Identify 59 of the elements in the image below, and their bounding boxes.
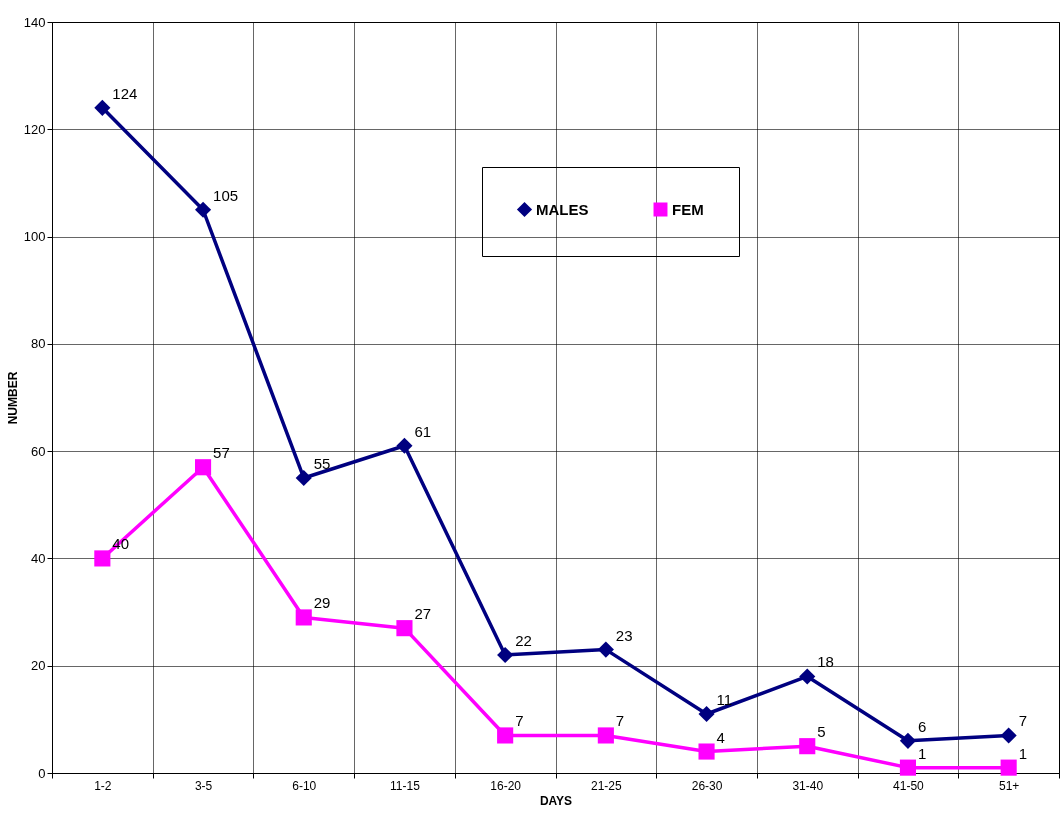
data-label: 61 bbox=[414, 422, 432, 440]
y-tick-label: 120 bbox=[23, 121, 46, 137]
x-tick-label: 3-5 bbox=[194, 778, 213, 793]
data-label: 105 bbox=[213, 186, 239, 204]
data-label: 55 bbox=[313, 454, 331, 472]
y-tick-label: 140 bbox=[23, 14, 46, 30]
point bbox=[597, 727, 614, 744]
point bbox=[295, 609, 312, 626]
data-label: 22 bbox=[515, 631, 532, 649]
point bbox=[899, 732, 917, 749]
point bbox=[597, 641, 614, 658]
data-label: 18 bbox=[817, 653, 834, 671]
y-tick-label: 40 bbox=[31, 550, 46, 566]
point bbox=[698, 743, 715, 760]
y-axis-title: NUMBER bbox=[5, 371, 20, 425]
y-tick-label: 20 bbox=[31, 658, 46, 674]
data-label: 6 bbox=[917, 717, 927, 735]
y-tick-label: 100 bbox=[23, 229, 46, 245]
x-axis-title: DAYS bbox=[539, 793, 573, 808]
data-label: 23 bbox=[615, 626, 633, 644]
data-label: 7 bbox=[515, 712, 524, 730]
point bbox=[1000, 727, 1017, 744]
data-label: 7 bbox=[615, 712, 625, 730]
data-label: 4 bbox=[716, 728, 725, 746]
data-label: 1 bbox=[917, 744, 927, 762]
y-tick-label: 80 bbox=[31, 336, 46, 352]
point bbox=[396, 620, 413, 637]
point bbox=[497, 727, 514, 744]
data-label: 5 bbox=[817, 723, 826, 741]
data-label: 124 bbox=[112, 84, 138, 102]
x-tick-label: 26-30 bbox=[691, 778, 723, 793]
x-tick-label: 1-2 bbox=[94, 778, 112, 793]
x-tick-label: 11-15 bbox=[390, 778, 421, 793]
x-tick-label: 6-10 bbox=[292, 778, 317, 793]
data-label: 27 bbox=[414, 605, 432, 623]
point bbox=[698, 705, 715, 723]
point bbox=[396, 437, 413, 454]
data-label: 29 bbox=[313, 594, 331, 612]
x-tick-label: 16-20 bbox=[490, 778, 522, 793]
data-label: 11 bbox=[716, 690, 733, 708]
legend-label: FEM bbox=[672, 200, 704, 218]
x-tick-label: 31-40 bbox=[792, 778, 824, 793]
point bbox=[1000, 759, 1017, 776]
point bbox=[94, 550, 111, 567]
point bbox=[295, 469, 312, 487]
point bbox=[94, 99, 111, 116]
x-tick-label: 51+ bbox=[998, 778, 1020, 793]
point bbox=[194, 201, 212, 218]
point bbox=[194, 459, 212, 476]
data-label: 7 bbox=[1018, 712, 1027, 730]
point bbox=[899, 759, 917, 776]
y-tick-label: 0 bbox=[38, 765, 46, 781]
y-tick-label: 60 bbox=[31, 443, 46, 459]
point bbox=[799, 738, 816, 755]
x-tick-label: 21-25 bbox=[591, 778, 623, 793]
data-label: 1 bbox=[1018, 744, 1027, 762]
point bbox=[497, 646, 514, 664]
x-tick-label: 41-50 bbox=[893, 778, 925, 793]
point bbox=[799, 668, 816, 685]
